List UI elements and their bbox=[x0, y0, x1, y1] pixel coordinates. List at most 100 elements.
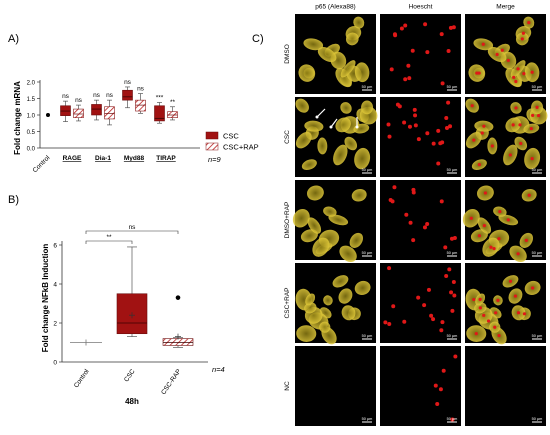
chart-b: Fold change NFkB Induction 0 2 4 6 Control CS… bbox=[41, 224, 225, 406]
scale-bar-label: 50 µm bbox=[362, 168, 373, 172]
micrograph-background bbox=[380, 346, 461, 426]
box-body bbox=[104, 106, 115, 120]
cell-shape bbox=[328, 214, 349, 226]
legend-label-csc-rap: CSC+RAP bbox=[223, 142, 259, 151]
nucleus-dot bbox=[392, 32, 397, 37]
nucleus-dot bbox=[497, 237, 501, 241]
nucleus-dot bbox=[446, 100, 451, 105]
row-label: CSC bbox=[284, 130, 291, 144]
nucleus-dot bbox=[470, 104, 474, 108]
chart-a: Fold change mRNA 0.0 0.5 1.0 1.5 2.0 Control R… bbox=[13, 79, 259, 174]
significance-label-a: ns bbox=[62, 93, 70, 100]
micrograph-dmso-merge: 50 µm bbox=[465, 14, 546, 94]
scale-bar-label: 50 µm bbox=[362, 251, 373, 255]
nucleus-dot bbox=[399, 26, 404, 31]
significance-label-a: ns bbox=[124, 79, 132, 86]
y-tick-label-a: 0.5 bbox=[27, 130, 36, 136]
panel-a-label: A) bbox=[8, 33, 19, 45]
nucleus-dot bbox=[531, 113, 535, 118]
control-point-a bbox=[46, 113, 50, 117]
annotation-arrow-head bbox=[315, 115, 319, 119]
nucleus-dot bbox=[535, 105, 539, 109]
nucleus-dot bbox=[529, 126, 533, 131]
nucleus-dot bbox=[521, 31, 526, 35]
cell-shape bbox=[354, 62, 370, 83]
y-tick-label-b: 0 bbox=[53, 359, 57, 366]
nucleus-dot bbox=[412, 107, 417, 112]
n-label-b: n=4 bbox=[212, 365, 225, 374]
nucleus-dot bbox=[431, 317, 436, 322]
nucleus-dot bbox=[444, 273, 449, 278]
nucleus-dot bbox=[475, 71, 479, 75]
nucleus-dot bbox=[436, 161, 441, 166]
cell-shape bbox=[305, 293, 316, 306]
nucleus-dot bbox=[469, 216, 473, 220]
nucleus-dot bbox=[489, 245, 493, 249]
micrograph-nc-p65: 50 µm bbox=[295, 346, 376, 426]
row-label: DMSO bbox=[284, 44, 291, 64]
column-header: p65 (Alexa88) bbox=[315, 4, 355, 11]
cell-shape bbox=[296, 325, 317, 342]
box-b-csc-rap bbox=[162, 295, 194, 348]
nucleus-dot bbox=[511, 123, 515, 127]
micrograph-csc-rap-hoechst: 50 µm bbox=[380, 263, 461, 343]
scale-bar-label: 50 µm bbox=[362, 334, 373, 338]
cell-shape bbox=[353, 16, 365, 29]
nucleus-dot bbox=[514, 79, 518, 84]
cell-shape bbox=[332, 275, 349, 288]
nucleus-dot bbox=[386, 122, 391, 127]
x-axis-title-b: 48h bbox=[125, 397, 139, 406]
nucleus-dot bbox=[433, 383, 438, 388]
micrograph-grid: p65 (Alexa88) Hoescht Merge DMSO CSC DMSO+RAP… bbox=[284, 4, 548, 426]
nucleus-dot bbox=[496, 298, 500, 302]
nucleus-dot bbox=[495, 52, 499, 57]
nucleus-dot bbox=[425, 222, 430, 227]
nucleus-dot bbox=[449, 290, 454, 295]
nucleus-dot bbox=[439, 328, 444, 333]
cell-shape bbox=[306, 185, 324, 201]
scale-bar-label: 50 µm bbox=[532, 168, 543, 172]
cell-shape bbox=[340, 102, 352, 114]
micrograph-csc-merge: 50 µm bbox=[465, 97, 548, 177]
nucleus-dot bbox=[387, 322, 392, 327]
nucleus-dot bbox=[436, 128, 441, 133]
scale-bar-label: 50 µm bbox=[447, 168, 458, 172]
nucleus-dot bbox=[423, 22, 428, 27]
nucleus-dot bbox=[452, 235, 457, 240]
nucleus-dot bbox=[531, 286, 535, 290]
nucleus-dot bbox=[514, 106, 518, 110]
cell-shape bbox=[361, 100, 374, 115]
legend-swatch-csc bbox=[205, 131, 219, 140]
nucleus-dot bbox=[478, 297, 482, 301]
panel-b-label: B) bbox=[8, 194, 19, 206]
significance-label-a: *** bbox=[156, 94, 164, 101]
cell-shape bbox=[333, 144, 348, 166]
nucleus-dot bbox=[450, 417, 455, 422]
panel-c-label: C) bbox=[252, 33, 264, 45]
cell-shape bbox=[344, 136, 358, 151]
nucleus-dot bbox=[413, 123, 418, 128]
micrograph-background bbox=[380, 14, 461, 94]
nucleus-dot bbox=[527, 193, 531, 197]
significance-bracket bbox=[85, 240, 133, 244]
micrograph-background bbox=[380, 180, 461, 260]
scale-bar-label: 50 µm bbox=[532, 251, 543, 255]
significance-label-b: ** bbox=[106, 234, 112, 241]
nucleus-dot bbox=[408, 220, 413, 225]
x-tick-label-a: Control bbox=[32, 154, 52, 174]
cell-shape bbox=[341, 305, 356, 321]
cell-shape bbox=[300, 229, 318, 243]
nucleus-dot bbox=[522, 312, 527, 316]
x-tick-label-b: CSC bbox=[123, 368, 137, 384]
box-csc-dia-1 bbox=[91, 99, 102, 121]
nucleus-dot bbox=[492, 247, 496, 251]
box-csc-rap-dia-1 bbox=[104, 99, 115, 126]
nucleus-dot bbox=[520, 37, 524, 41]
nucleus-dot bbox=[472, 297, 476, 302]
box-b-control bbox=[70, 339, 102, 346]
box-body bbox=[154, 105, 165, 122]
cell-shape bbox=[323, 206, 337, 217]
nucleus-dot bbox=[518, 123, 522, 127]
nucleus-dot bbox=[411, 187, 416, 192]
row-label: DMSO+RAP bbox=[284, 202, 291, 239]
